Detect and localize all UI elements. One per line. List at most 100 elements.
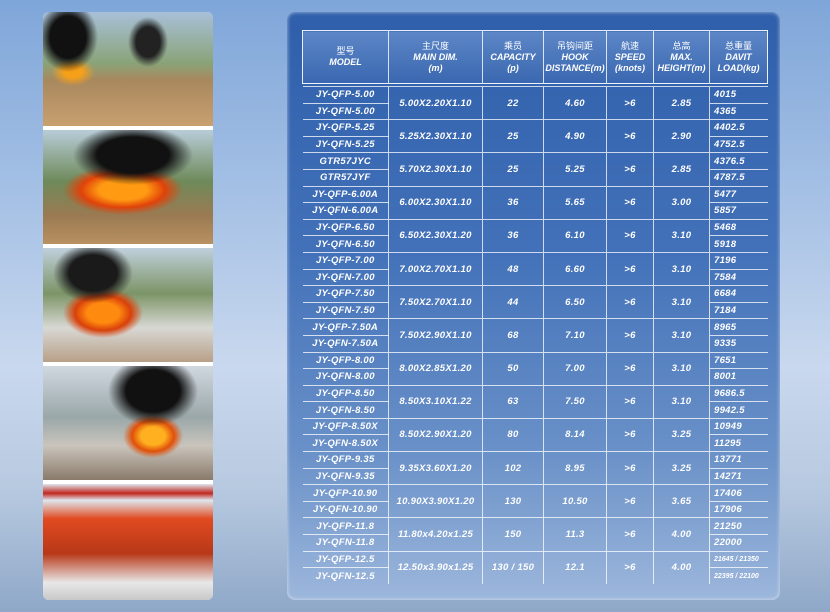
max-height-cell: 3.10	[653, 251, 710, 286]
davit-load-cell: 5857	[709, 202, 768, 220]
capacity-cell: 68	[482, 318, 544, 352]
main-dim-cell: 6.50X2.30X1.20	[388, 218, 483, 253]
davit-load-cell: 21645 / 21350	[709, 550, 768, 568]
davit-load-cell: 5468	[709, 218, 768, 236]
capacity-cell: 22	[482, 85, 544, 120]
table-row: JY-QFP-7.50A 7.50X2.90X1.10 68 7.10 >6 3.10 89…	[302, 318, 768, 352]
model-cell: JY-QFP-9.35	[302, 451, 389, 469]
davit-load-cell: 7584	[709, 268, 768, 286]
speed-cell: >6	[606, 251, 654, 286]
header-en: HOOK	[561, 51, 589, 62]
column-header: 吊钩间距 HOOK DISTANCE(m)	[543, 30, 607, 84]
hook-distance-cell: 6.50	[543, 285, 607, 319]
header-cn: 主尺度	[421, 40, 449, 51]
main-dim-cell: 7.00X2.70X1.10	[388, 251, 483, 286]
davit-load-cell: 17906	[709, 500, 768, 518]
main-dim-cell: 5.00X2.20X1.10	[388, 85, 483, 120]
model-cell: JY-QFP-7.00	[302, 251, 389, 270]
header-cn: 总重量	[724, 40, 752, 51]
table-row: JY-QFP-5.00 5.00X2.20X1.10 22 4.60 >6 2.85 401…	[302, 85, 768, 120]
table-row: JY-QFP-12.5 12.50x3.90x1.25 130 / 150 12.1 >…	[302, 550, 768, 584]
hook-distance-cell: 11.3	[543, 517, 607, 552]
table-row: JY-QFN-6.50 5918	[302, 235, 768, 253]
fire-test-photo-3	[43, 248, 213, 362]
max-height-cell: 3.25	[653, 417, 710, 452]
davit-load-cell: 21250	[709, 517, 768, 535]
davit-load-cell: 5477	[709, 185, 768, 203]
header-unit: (knots)	[615, 62, 645, 73]
model-cell: JY-QFN-10.90	[302, 500, 389, 518]
hook-distance-cell: 4.90	[543, 119, 607, 153]
davit-load-cell: 7184	[709, 301, 768, 319]
max-height-cell: 3.25	[653, 451, 710, 485]
davit-load-cell: 4376.5	[709, 152, 768, 170]
model-cell: JY-QFN-8.50	[302, 401, 389, 419]
hook-distance-cell: 6.10	[543, 218, 607, 253]
table-row: JY-QFP-9.35 9.35X3.60X1.20 102 8.95 >6 3.25 13…	[302, 451, 768, 485]
model-cell: JY-QFP-6.50	[302, 218, 389, 236]
speed-cell: >6	[606, 85, 654, 120]
spec-panel: 型号 MODEL 主尺度 MAIN DIM. (m) 乘员 CAPACITY (p) 吊钩间距 H…	[287, 12, 780, 600]
table-row: JY-QFN-10.90 17906	[302, 500, 768, 518]
fire-test-photo-2	[43, 130, 213, 244]
max-height-cell: 3.10	[653, 218, 710, 253]
fire-test-photo-1	[43, 12, 213, 126]
capacity-cell: 44	[482, 285, 544, 319]
model-cell: JY-QFN-8.00	[302, 368, 389, 386]
table-row: JY-QFN-8.00 8001	[302, 368, 768, 386]
davit-load-cell: 6684	[709, 285, 768, 303]
table-row: JY-QFN-7.00 7584	[302, 268, 768, 286]
model-cell: JY-QFN-7.00	[302, 268, 389, 286]
table-row: JY-QFN-5.25 4752.5	[302, 135, 768, 153]
hook-distance-cell: 6.60	[543, 251, 607, 286]
davit-load-cell: 22395 / 22100	[709, 567, 768, 584]
table-row: JY-QFN-7.50 7184	[302, 301, 768, 319]
hook-distance-cell: 5.25	[543, 152, 607, 187]
davit-load-cell: 13771	[709, 451, 768, 469]
capacity-cell: 25	[482, 119, 544, 153]
table-row: JY-QFP-6.00A 6.00X2.30X1.10 36 5.65 >6 3.00 54…	[302, 185, 768, 220]
hook-distance-cell: 10.50	[543, 484, 607, 518]
main-dim-cell: 8.50X3.10X1.22	[388, 384, 483, 419]
model-cell: JY-QFP-8.50X	[302, 417, 389, 435]
main-dim-cell: 12.50x3.90x1.25	[388, 550, 483, 584]
header-en: MODEL	[329, 57, 362, 67]
header-cn: 吊钩间距	[556, 40, 593, 51]
table-row: JY-QFP-7.50 7.50X2.70X1.10 44 6.50 >6 3.10 668…	[302, 285, 768, 319]
header-cn: 航速	[620, 40, 639, 51]
davit-load-cell: 10949	[709, 417, 768, 435]
header-en: SPEED	[614, 51, 646, 62]
header-cn: 乘员	[503, 40, 522, 51]
capacity-cell: 48	[482, 251, 544, 286]
table-row: JY-QFP-7.00 7.00X2.70X1.10 48 6.60 >6 3.10 719…	[302, 251, 768, 286]
spec-table: 型号 MODEL 主尺度 MAIN DIM. (m) 乘员 CAPACITY (p) 吊钩间距 H…	[302, 30, 768, 584]
model-cell: JY-QFP-7.50	[302, 285, 389, 303]
table-row: JY-QFP-8.50X 8.50X2.90X1.20 80 8.14 >6 3.25 10…	[302, 417, 768, 452]
speed-cell: >6	[606, 218, 654, 253]
davit-load-cell: 5918	[709, 235, 768, 253]
header-en: CAPACITY	[490, 51, 536, 62]
speed-cell: >6	[606, 451, 654, 485]
table-row: JY-QFP-6.50 6.50X2.30X1.20 36 6.10 >6 3.10 546…	[302, 218, 768, 253]
header-unit: HEIGHT(m)	[657, 62, 706, 73]
column-header: 乘员 CAPACITY (p)	[482, 30, 544, 84]
speed-cell: >6	[606, 417, 654, 452]
hook-distance-cell: 8.14	[543, 417, 607, 452]
table-row: JY-QFN-7.50A 9335	[302, 334, 768, 352]
model-cell: JY-QFP-8.00	[302, 351, 389, 369]
model-cell: JY-QFP-12.5	[302, 550, 389, 568]
table-row: JY-QFP-8.00 8.00X2.85X1.20 50 7.00 >6 3.10 765…	[302, 351, 768, 386]
photo-strip	[43, 12, 213, 600]
header-cn: 型号	[336, 46, 355, 56]
capacity-cell: 25	[482, 152, 544, 187]
header-cn: 总高	[672, 40, 691, 51]
main-dim-cell: 8.00X2.85X1.20	[388, 351, 483, 386]
model-cell: JY-QFN-8.50X	[302, 434, 389, 452]
davit-load-cell: 14271	[709, 467, 768, 485]
header-en: MAIN DIM.	[413, 51, 458, 62]
model-cell: JY-QFN-7.50A	[302, 334, 389, 352]
main-dim-cell: 7.50X2.70X1.10	[388, 285, 483, 319]
model-cell: GTR57JYF	[302, 168, 389, 187]
capacity-cell: 130	[482, 484, 544, 518]
hook-distance-cell: 7.50	[543, 384, 607, 419]
